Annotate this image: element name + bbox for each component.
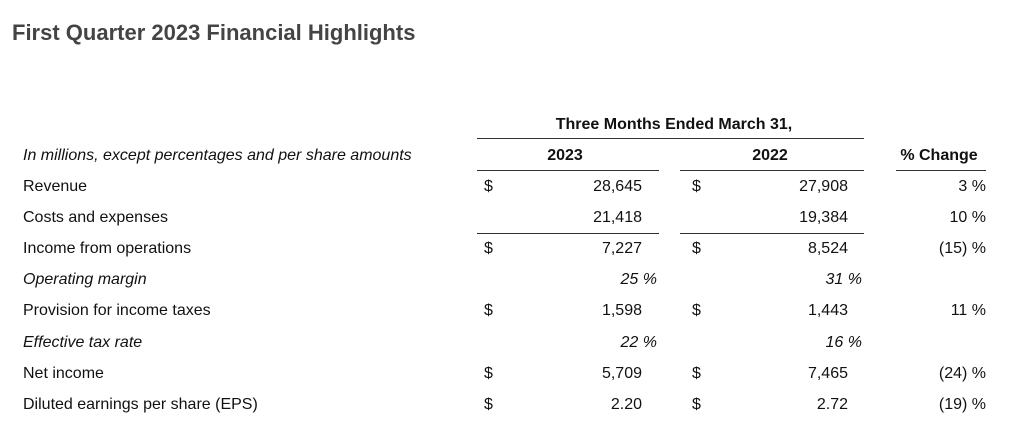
- rule: [680, 233, 864, 235]
- period-header: Three Months Ended March 31,: [555, 116, 793, 133]
- column-header: % Change: [900, 147, 978, 164]
- value: 31 %: [825, 271, 862, 289]
- value: 21,418: [593, 209, 642, 227]
- row-label: Operating margin: [23, 271, 147, 289]
- change: 3 %: [958, 178, 986, 195]
- currency: $: [484, 395, 493, 413]
- value: 2.20: [610, 395, 642, 413]
- currency: $: [692, 395, 701, 413]
- currency: $: [692, 240, 701, 258]
- row-label: Revenue: [23, 178, 88, 195]
- row-label: Provision for income taxes: [23, 302, 211, 320]
- value: 7,465: [807, 364, 848, 382]
- currency: $: [484, 178, 493, 195]
- value: 19,384: [799, 209, 848, 227]
- row-label: Diluted earnings per share (EPS): [23, 395, 258, 413]
- row-label: Income from operations: [23, 240, 192, 258]
- value: 8,524: [807, 240, 848, 258]
- value: 1,443: [807, 302, 848, 320]
- value: 25 %: [620, 271, 657, 289]
- row-label: Costs and expenses: [23, 209, 168, 227]
- currency: $: [484, 364, 493, 382]
- column-header: 2022: [752, 147, 788, 164]
- rule: [680, 170, 864, 171]
- value: 22 %: [620, 333, 657, 351]
- value: 1,598: [601, 302, 642, 320]
- change: 10 %: [949, 209, 986, 227]
- title: First Quarter 2023 Financial Highlights: [12, 20, 416, 45]
- value: 16 %: [825, 333, 862, 351]
- currency: $: [484, 302, 493, 320]
- caption: In millions, except percentages and per …: [23, 147, 412, 164]
- value: 2.72: [816, 395, 848, 413]
- currency: $: [484, 240, 493, 258]
- row-label: Net income: [23, 364, 104, 382]
- value: 5,709: [601, 364, 642, 382]
- rule: [477, 170, 659, 171]
- rule: [477, 233, 659, 235]
- row-label: Effective tax rate: [23, 333, 143, 351]
- currency: $: [692, 364, 701, 382]
- change: (24) %: [938, 364, 986, 382]
- rule: [896, 170, 986, 171]
- currency: $: [692, 302, 701, 320]
- change: (15) %: [938, 240, 986, 258]
- change: (19) %: [938, 395, 986, 413]
- change: 11 %: [950, 302, 986, 320]
- value: 28,645: [593, 178, 642, 195]
- value: 7,227: [601, 240, 642, 258]
- value: 27,908: [799, 178, 848, 195]
- rule: [477, 138, 864, 139]
- currency: $: [692, 178, 701, 195]
- column-header: 2023: [547, 147, 583, 164]
